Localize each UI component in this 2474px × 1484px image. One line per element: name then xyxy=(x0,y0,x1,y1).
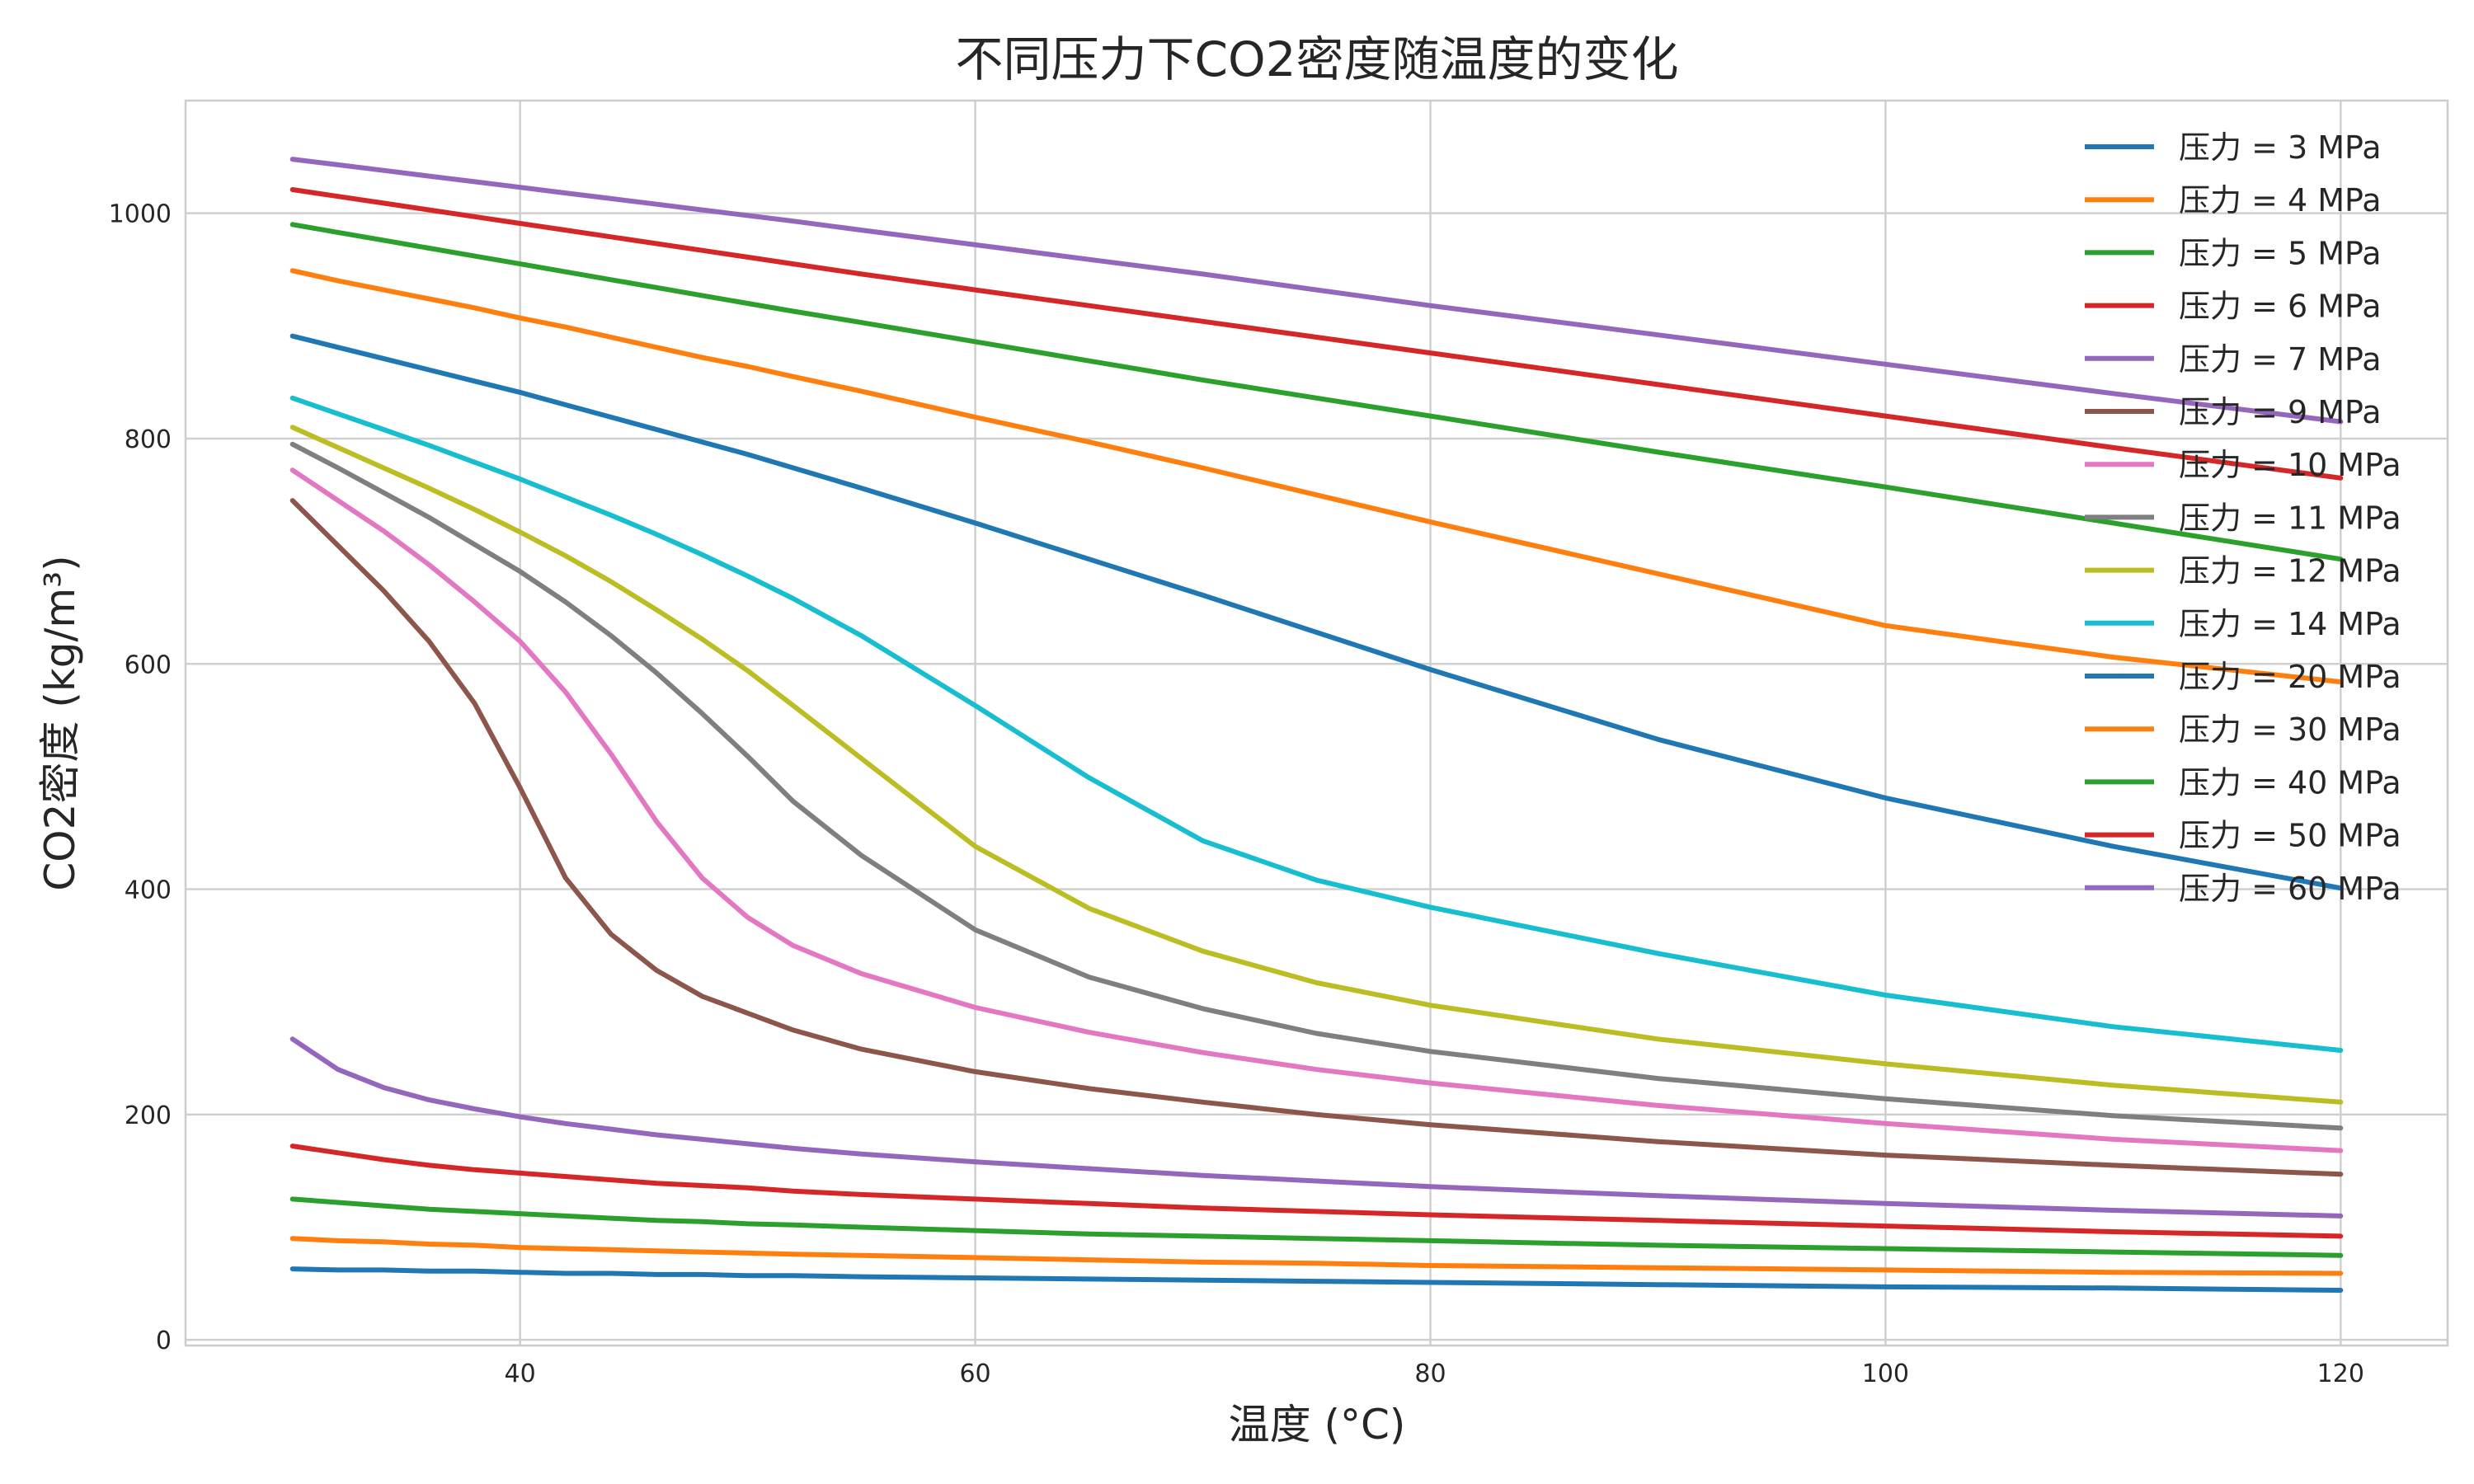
y-tick-label: 200 xyxy=(125,1101,172,1130)
legend-label: 压力 = 7 MPa xyxy=(2179,341,2382,378)
legend-label: 压力 = 30 MPa xyxy=(2179,711,2401,748)
legend-label: 压力 = 14 MPa xyxy=(2179,606,2401,642)
chart-title: 不同压力下CO2密度随温度的变化 xyxy=(955,31,1678,87)
legend-label: 压力 = 12 MPa xyxy=(2179,553,2401,589)
x-tick-label: 120 xyxy=(2317,1360,2364,1388)
grid xyxy=(186,101,2448,1345)
legend: 压力 = 3 MPa 压力 = 4 MPa 压力 = 5 MPa 压力 = 6 MPa… xyxy=(2085,129,2401,907)
series-line xyxy=(289,467,2344,1153)
x-axis-label: 温度 (°C) xyxy=(1229,1401,1406,1449)
x-tick-labels: 40 60 80 100 120 xyxy=(505,1360,2364,1388)
series-line xyxy=(289,1144,2344,1239)
series-line xyxy=(289,1236,2344,1276)
legend-label: 压力 = 9 MPa xyxy=(2179,394,2382,430)
legend-label: 压力 = 50 MPa xyxy=(2179,818,2401,854)
y-tick-label: 0 xyxy=(156,1327,172,1355)
x-tick-label: 100 xyxy=(1862,1360,1909,1388)
x-tick-label: 40 xyxy=(505,1360,536,1388)
y-tick-label: 600 xyxy=(125,650,172,679)
series-line xyxy=(289,333,2344,891)
legend-label: 压力 = 10 MPa xyxy=(2179,447,2401,483)
series-line xyxy=(289,498,2344,1177)
series-line xyxy=(289,157,2344,425)
y-tick-label: 800 xyxy=(125,425,172,454)
series-lines xyxy=(289,157,2344,1293)
x-tick-label: 60 xyxy=(959,1360,990,1388)
y-tick-label: 400 xyxy=(125,876,172,905)
legend-label: 压力 = 3 MPa xyxy=(2179,129,2382,166)
series-line xyxy=(289,268,2344,685)
series-line xyxy=(289,1036,2344,1219)
y-tick-label: 1000 xyxy=(109,200,172,229)
series-line xyxy=(289,1196,2344,1258)
y-tick-labels: 0 200 400 600 800 1000 xyxy=(109,200,172,1356)
series-line xyxy=(289,222,2344,562)
legend-label: 压力 = 4 MPa xyxy=(2179,182,2382,218)
legend-label: 压力 = 5 MPa xyxy=(2179,235,2382,271)
legend-label: 压力 = 60 MPa xyxy=(2179,871,2401,907)
y-axis-label: CO2密度 (kg/m³) xyxy=(36,555,84,890)
legend-label: 压力 = 11 MPa xyxy=(2179,500,2401,536)
legend-label: 压力 = 20 MPa xyxy=(2179,659,2401,695)
x-tick-label: 80 xyxy=(1414,1360,1446,1388)
series-line xyxy=(289,395,2344,1053)
series-line xyxy=(289,1266,2344,1293)
series-line xyxy=(289,425,2344,1105)
legend-label: 压力 = 6 MPa xyxy=(2179,289,2382,325)
series-line xyxy=(289,441,2344,1131)
legend-label: 压力 = 40 MPa xyxy=(2179,764,2401,801)
series-line xyxy=(289,187,2344,481)
plot-frame xyxy=(184,99,2449,1347)
